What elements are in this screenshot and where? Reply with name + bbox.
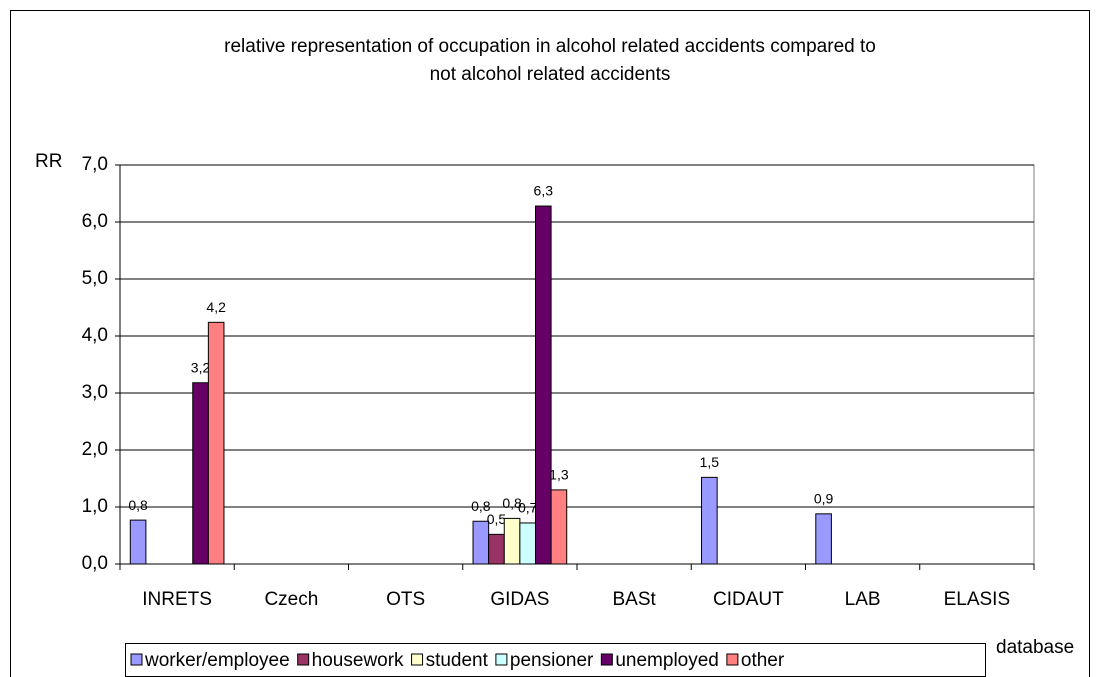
- legend-label: pensioner: [510, 650, 594, 671]
- x-tick-label: Czech: [264, 589, 318, 610]
- bar: [815, 513, 832, 565]
- legend-label: housework: [312, 650, 404, 671]
- legend-swatch: [600, 653, 613, 666]
- bar: [503, 517, 521, 565]
- data-label: 0,5: [487, 511, 507, 527]
- legend-swatch: [726, 653, 739, 666]
- x-axis-label: database: [996, 637, 1074, 658]
- plot-area: [119, 164, 1035, 565]
- y-axis-label: RR: [35, 151, 62, 172]
- x-tick-label: LAB: [845, 589, 881, 610]
- data-label: 1,5: [700, 454, 720, 470]
- bar: [129, 519, 147, 565]
- data-label: 3,2: [191, 359, 211, 375]
- y-tick-label: 4,0: [82, 325, 108, 346]
- legend-swatch: [130, 653, 143, 666]
- y-tick-label: 3,0: [82, 382, 108, 403]
- y-tick-label: 2,0: [82, 439, 108, 460]
- bar: [472, 520, 490, 565]
- x-tick-label: BASt: [612, 589, 656, 610]
- bar: [519, 522, 536, 565]
- chart-title: relative representation of occupation in…: [224, 36, 876, 57]
- y-tick-label: 0,0: [82, 553, 108, 574]
- data-label: 0,7: [518, 500, 538, 516]
- bar: [534, 205, 552, 565]
- x-tick-label: ELASIS: [944, 589, 1011, 610]
- bar: [207, 321, 225, 565]
- legend-swatch: [495, 653, 508, 666]
- legend-swatch: [411, 653, 424, 666]
- bar: [701, 476, 718, 565]
- legend-swatch: [297, 653, 310, 666]
- bar: [488, 533, 505, 565]
- data-label: 0,8: [128, 497, 148, 513]
- data-label: 0,8: [471, 498, 491, 514]
- x-tick-label: INRETS: [142, 589, 212, 610]
- x-tick-label: CIDAUT: [713, 589, 784, 610]
- legend-label: other: [741, 650, 785, 671]
- data-label: 1,3: [549, 467, 569, 483]
- y-tick-label: 5,0: [82, 268, 108, 289]
- data-label: 4,2: [206, 299, 226, 315]
- bar: [192, 382, 209, 565]
- data-label: 0,9: [814, 491, 834, 507]
- bar: [550, 489, 568, 565]
- data-label: 6,3: [534, 183, 554, 199]
- legend-label: worker/employee: [144, 650, 290, 671]
- y-tick-label: 7,0: [82, 154, 108, 175]
- legend-label: unemployed: [615, 650, 719, 671]
- legend: [125, 643, 986, 677]
- x-tick-label: GIDAS: [490, 589, 549, 610]
- chart-title: not alcohol related accidents: [430, 64, 671, 85]
- data-label: 0,8: [502, 495, 522, 511]
- y-tick-label: 6,0: [82, 211, 108, 232]
- x-tick-label: OTS: [386, 589, 425, 610]
- y-tick-label: 1,0: [82, 496, 108, 517]
- legend-label: student: [426, 650, 489, 671]
